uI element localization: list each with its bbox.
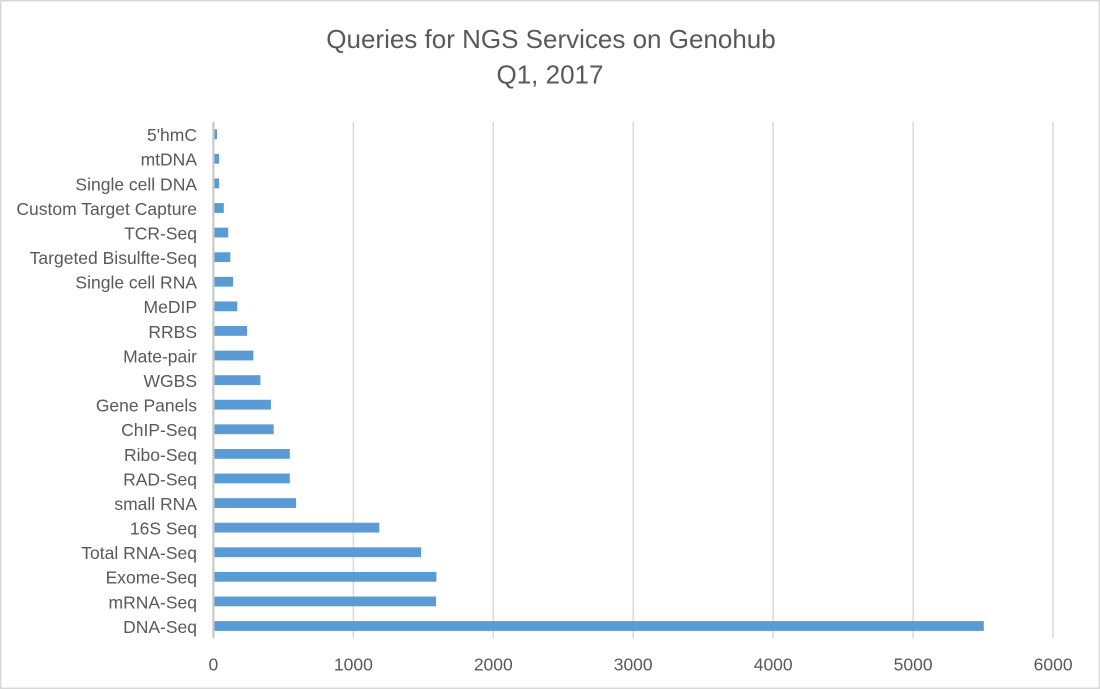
svg-text:3000: 3000 xyxy=(614,655,653,675)
svg-text:4000: 4000 xyxy=(754,655,793,675)
svg-text:WGBS: WGBS xyxy=(144,371,197,391)
svg-text:MeDIP: MeDIP xyxy=(144,297,197,317)
svg-text:Ribo-Seq: Ribo-Seq xyxy=(124,445,197,465)
svg-text:16S Seq: 16S Seq xyxy=(130,519,197,539)
svg-text:Targeted Bisulfte-Seq: Targeted Bisulfte-Seq xyxy=(30,248,197,268)
svg-text:Single cell DNA: Single cell DNA xyxy=(75,174,197,194)
svg-text:Exome-Seq: Exome-Seq xyxy=(106,568,197,588)
svg-text:small RNA: small RNA xyxy=(114,494,197,514)
svg-text:Custom Target Capture: Custom Target Capture xyxy=(16,199,197,219)
svg-text:mRNA-Seq: mRNA-Seq xyxy=(109,592,198,612)
svg-text:RRBS: RRBS xyxy=(148,322,197,342)
svg-text:2000: 2000 xyxy=(474,655,513,675)
svg-text:mtDNA: mtDNA xyxy=(141,150,198,170)
svg-text:Total RNA-Seq: Total RNA-Seq xyxy=(81,543,197,563)
svg-text:Mate-pair: Mate-pair xyxy=(123,346,197,366)
svg-text:5000: 5000 xyxy=(894,655,933,675)
svg-text:5'hmC: 5'hmC xyxy=(147,125,197,145)
svg-text:Queries for NGS Services on Ge: Queries for NGS Services on Genohub xyxy=(326,24,775,54)
svg-text:1000: 1000 xyxy=(334,655,373,675)
svg-text:Single cell RNA: Single cell RNA xyxy=(75,273,197,293)
svg-text:6000: 6000 xyxy=(1034,655,1073,675)
svg-text:Gene Panels: Gene Panels xyxy=(96,396,197,416)
svg-text:0: 0 xyxy=(209,655,219,675)
svg-text:TCR-Seq: TCR-Seq xyxy=(124,223,197,243)
svg-text:RAD-Seq: RAD-Seq xyxy=(123,469,197,489)
svg-text:Q1, 2017: Q1, 2017 xyxy=(497,60,604,90)
svg-text:ChIP-Seq: ChIP-Seq xyxy=(121,420,197,440)
svg-text:DNA-Seq: DNA-Seq xyxy=(123,617,197,637)
